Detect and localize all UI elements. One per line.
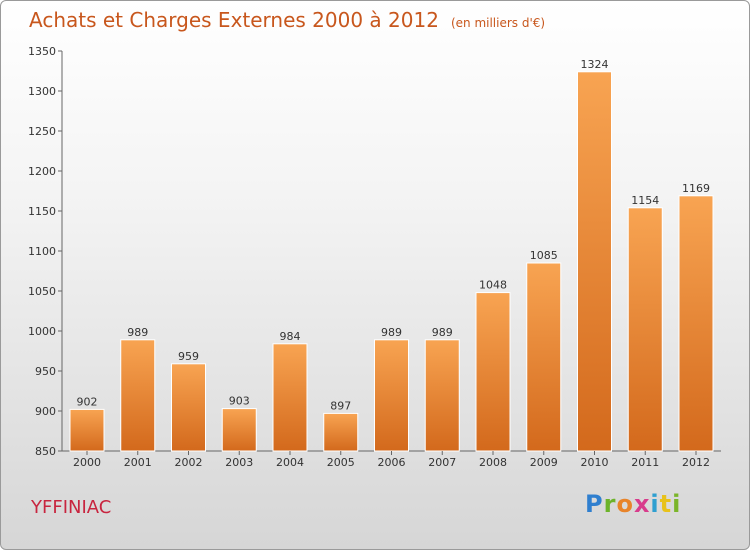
bar [120, 339, 156, 452]
bar [221, 408, 257, 452]
bar [526, 262, 562, 452]
bar [69, 408, 105, 452]
x-tick-label: 2006 [378, 456, 406, 469]
y-tick-label: 1000 [28, 325, 56, 338]
logo-letter: t [659, 490, 673, 518]
y-tick-label: 1050 [28, 285, 56, 298]
city-name: YFFINIAC [31, 497, 112, 518]
bar [475, 292, 511, 452]
bar [171, 363, 206, 452]
x-tick-label: 2007 [428, 456, 456, 469]
y-tick-label: 1150 [28, 205, 56, 218]
x-tick-label: 2004 [276, 456, 304, 469]
x-tick-label: 2009 [530, 456, 558, 469]
bar [678, 195, 714, 452]
bar [627, 207, 663, 452]
data-label: 903 [229, 395, 250, 408]
y-tick-label: 1100 [28, 245, 56, 258]
data-label: 1085 [530, 249, 558, 262]
x-tick-label: 2011 [631, 456, 659, 469]
y-tick-label: 900 [35, 405, 56, 418]
y-tick-label: 1350 [28, 45, 56, 58]
data-label: 989 [127, 326, 148, 339]
x-tick-label: 2010 [581, 456, 609, 469]
x-tick-label: 2001 [124, 456, 152, 469]
logo-letter: i [650, 490, 660, 518]
proxiti-logo: Proxiti [585, 490, 681, 518]
data-label: 1154 [631, 194, 659, 207]
logo-letter: x [633, 490, 651, 518]
title-text: Achats et Charges Externes 2000 à 2012 [29, 8, 439, 32]
y-tick-label: 1300 [28, 85, 56, 98]
data-label: 959 [178, 350, 199, 363]
unit-label: (en milliers d'€) [450, 16, 546, 30]
x-tick-label: 2012 [682, 456, 710, 469]
bar [323, 412, 359, 452]
x-tick-label: 2005 [327, 456, 355, 469]
logo-letter: P [585, 490, 604, 518]
y-tick-label: 950 [35, 365, 56, 378]
logo-letter: i [672, 490, 682, 518]
bar [374, 339, 409, 452]
bar [424, 339, 460, 452]
data-label: 1324 [581, 58, 609, 71]
data-label: 1169 [682, 182, 710, 195]
data-label: 1048 [479, 279, 507, 292]
y-tick-label: 1250 [28, 125, 56, 138]
y-tick-label: 850 [35, 445, 56, 458]
x-tick-label: 2008 [479, 456, 507, 469]
data-label: 989 [432, 326, 453, 339]
bar [272, 343, 308, 452]
data-label: 897 [330, 399, 351, 412]
data-label: 984 [280, 330, 301, 343]
data-label: 989 [381, 326, 402, 339]
logo-letter: o [616, 490, 634, 518]
chart-title: Achats et Charges Externes 2000 à 2012 (e… [29, 8, 545, 32]
x-tick-label: 2003 [225, 456, 253, 469]
x-tick-label: 2000 [73, 456, 101, 469]
logo-letter: r [603, 490, 617, 518]
x-tick-label: 2002 [175, 456, 203, 469]
y-tick-label: 1200 [28, 165, 56, 178]
bar [577, 71, 612, 452]
data-label: 902 [77, 395, 98, 408]
